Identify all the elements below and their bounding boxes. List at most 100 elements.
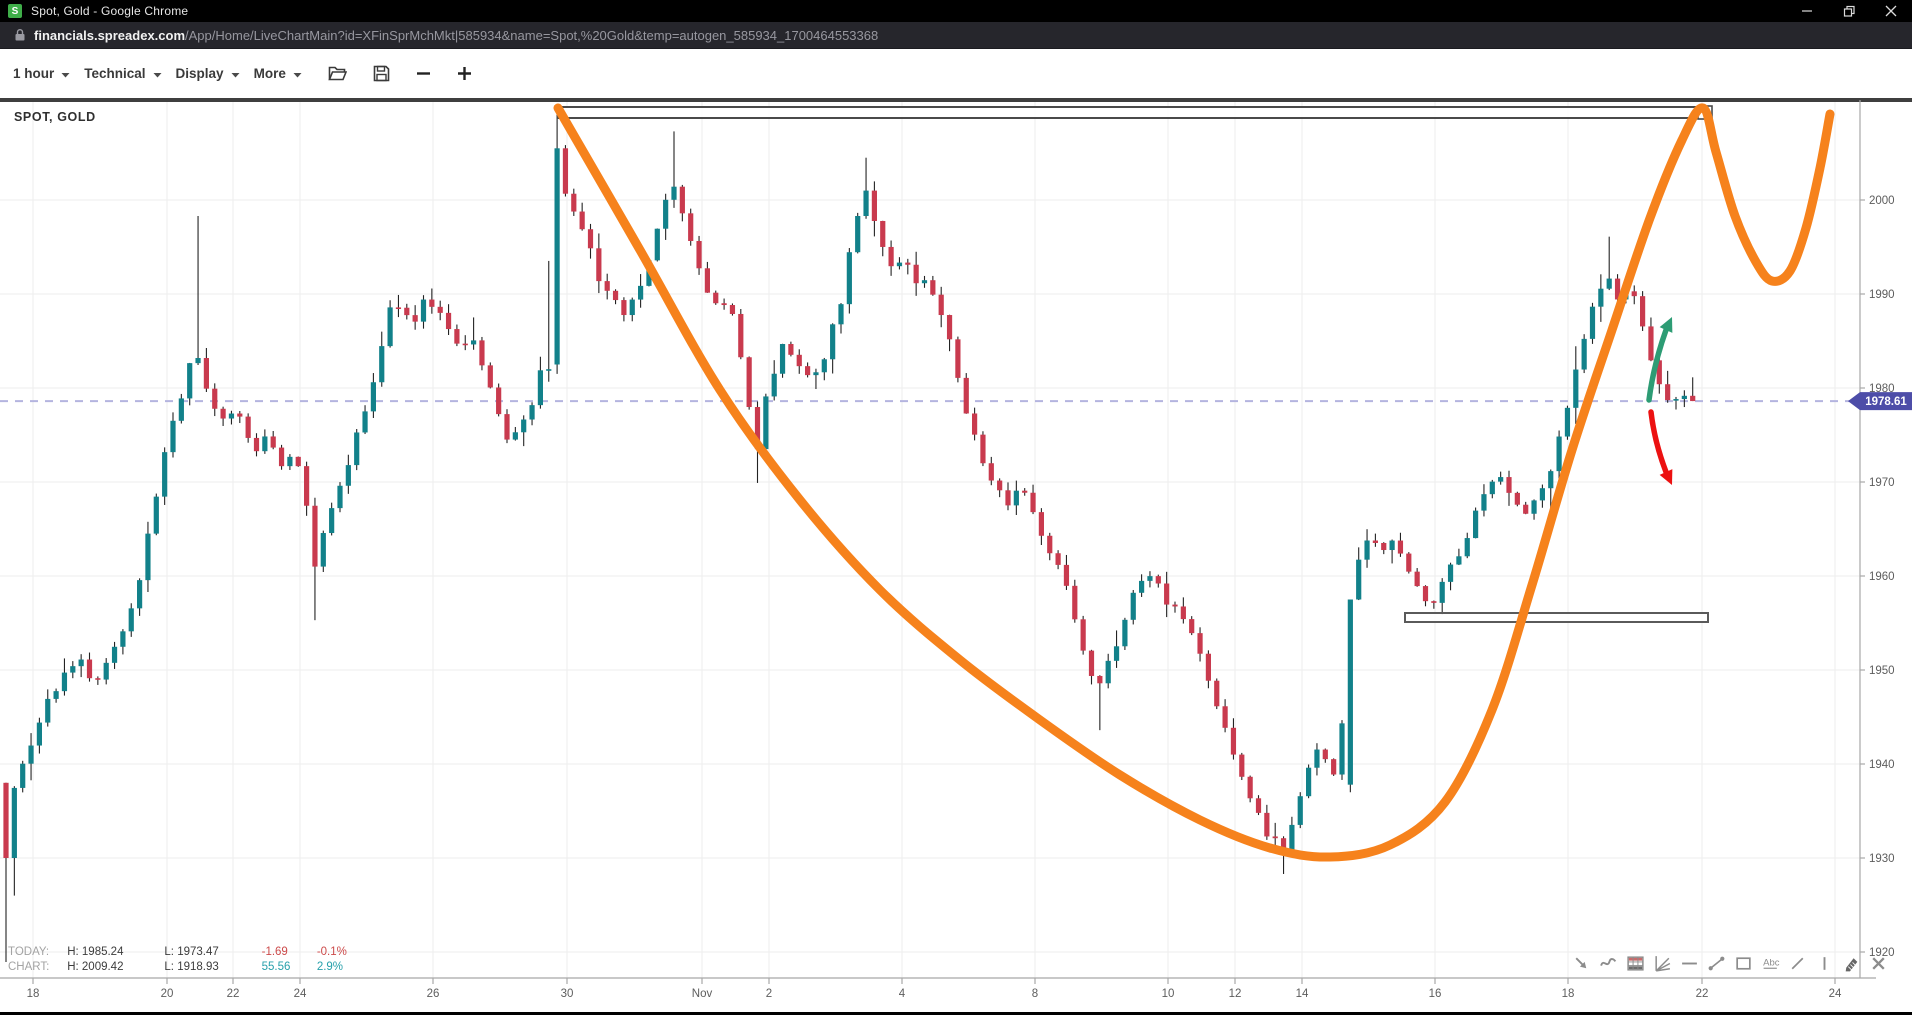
axes-layer: 2000 1990 1980 1970 1960 1950 1940 1930 1920 18 20… (0, 100, 1912, 1000)
x-axis-label: 18 (27, 988, 40, 1000)
url-path: /App/Home/LiveChartMain?id=XFinSprMchMkt… (185, 27, 879, 43)
today-stats-row: TODAY: H: 1985.24 L: 1973.47 -1.69 -0.1% (8, 945, 347, 960)
chart-stats-row: CHART: H: 2009.42 L: 1918.93 55.56 2.9% (8, 960, 347, 975)
display-dropdown[interactable]: Display (176, 66, 240, 81)
tool-trend-line-icon[interactable] (1707, 954, 1726, 973)
y-axis-label: 2000 (1869, 195, 1895, 207)
y-axis-label: 1930 (1869, 853, 1895, 865)
chart-stats: TODAY: H: 1985.24 L: 1973.47 -1.69 -0.1%… (8, 945, 347, 975)
x-axis-label: 24 (294, 988, 307, 1000)
x-axis-label: Nov (692, 988, 713, 1000)
chart-change-pct: 2.9% (316, 961, 344, 973)
close-button[interactable] (1870, 0, 1912, 22)
tool-horizontal-line-icon[interactable] (1680, 954, 1699, 973)
price-tag-layer: 1978.61 (1848, 392, 1912, 411)
y-axis-label: 1920 (1869, 947, 1895, 959)
x-axis-label: 24 (1829, 988, 1842, 1000)
y-axis-label: 1940 (1869, 759, 1895, 771)
timeframe-label: 1 hour (13, 66, 55, 81)
tool-arrow-icon[interactable] (1572, 954, 1591, 973)
display-label: Display (175, 66, 224, 81)
save-chart-button[interactable] (373, 65, 390, 82)
today-change-pct: -0.1% (316, 946, 347, 958)
zoom-out-button[interactable] (416, 66, 431, 81)
minimize-icon (1802, 10, 1812, 12)
open-folder-icon (328, 66, 347, 81)
restore-button[interactable] (1828, 0, 1870, 22)
open-chart-button[interactable] (328, 65, 347, 82)
lock-icon (15, 29, 25, 41)
current-price-tag-text: 1978.61 (1865, 396, 1907, 408)
up-arrow-drawing[interactable] (1646, 317, 1673, 403)
window-title: Spot, Gold - Google Chrome (31, 4, 189, 18)
spreadex-logo-icon: S (8, 4, 22, 18)
x-axis-label: 10 (1162, 988, 1175, 1000)
browser-titlebar: S Spot, Gold - Google Chrome (0, 0, 1912, 22)
tool-rectangle-icon[interactable] (1734, 954, 1753, 973)
chart-symbol-label: SPOT, GOLD (14, 110, 96, 124)
x-axis-label: 30 (561, 988, 574, 1000)
today-label: TODAY: (8, 946, 50, 958)
plus-icon (457, 67, 471, 80)
save-icon (373, 65, 390, 82)
today-high: H: 1985.24 (67, 946, 124, 958)
y-axis-label: 1950 (1869, 665, 1895, 677)
y-axis-label: 1960 (1869, 571, 1895, 583)
grid-layer (0, 100, 1860, 978)
support-line[interactable] (1404, 612, 1709, 623)
tool-fan-lines-icon[interactable] (1653, 954, 1672, 973)
timeframe-dropdown[interactable]: 1 hour (13, 66, 70, 81)
chart-high: H: 2009.42 (67, 961, 124, 973)
down-arrow-drawing[interactable] (1648, 409, 1673, 485)
tool-freehand-icon[interactable] (1599, 954, 1618, 973)
drawings-layer (553, 103, 1835, 862)
tool-diagonal-line-icon[interactable] (1788, 954, 1807, 973)
x-axis-label: 16 (1429, 988, 1442, 1000)
y-axis-label: 1990 (1869, 289, 1895, 301)
x-axis-label: 22 (1696, 988, 1709, 1000)
tool-marker-icon[interactable] (1842, 954, 1861, 973)
tool-fib-grid-icon[interactable] (1626, 954, 1645, 973)
chart-canvas[interactable]: 2000 1990 1980 1970 1960 1950 1940 1930 1920 18 20… (0, 100, 1912, 1010)
close-icon (1885, 5, 1897, 17)
x-axis-label: 26 (427, 988, 440, 1000)
x-axis-label: 20 (161, 988, 174, 1000)
chart-label: CHART: (8, 961, 50, 973)
url-bar[interactable]: financials.spreadex.com/App/Home/LiveCha… (0, 22, 1912, 49)
x-axis-label: 14 (1296, 988, 1309, 1000)
technical-dropdown[interactable]: Technical (84, 66, 162, 81)
chevron-down-icon (231, 72, 240, 77)
chevron-down-icon (293, 72, 302, 77)
zoom-in-button[interactable] (457, 66, 472, 81)
chart-toolbar: 1 hour Technical Display More (0, 49, 1912, 98)
x-axis-label: 8 (1032, 988, 1038, 1000)
more-label: More (253, 66, 286, 81)
x-axis-label: 12 (1229, 988, 1242, 1000)
chart-low: L: 1918.93 (164, 961, 219, 973)
y-axis-label: 1970 (1869, 477, 1895, 489)
url-text: financials.spreadex.com/App/Home/LiveCha… (34, 28, 878, 43)
technical-label: Technical (84, 66, 146, 81)
chart-area[interactable]: 2000 1990 1980 1970 1960 1950 1940 1930 1920 18 20… (0, 98, 1912, 1012)
tool-text-icon[interactable]: Abc (1761, 954, 1780, 973)
cup-and-handle-drawing[interactable] (553, 103, 1835, 862)
today-low: L: 1973.47 (164, 946, 219, 958)
tool-close-icon[interactable] (1869, 954, 1888, 973)
chevron-down-icon (61, 72, 70, 77)
restore-icon (1843, 5, 1855, 17)
more-dropdown[interactable]: More (254, 66, 302, 81)
x-axis-label: 4 (899, 988, 906, 1000)
resistance-line[interactable] (557, 106, 1705, 119)
tool-vertical-line-icon[interactable] (1815, 954, 1834, 973)
current-price-tag (1848, 392, 1912, 411)
url-domain: financials.spreadex.com (34, 27, 186, 43)
window-controls (1786, 0, 1912, 22)
minus-icon (416, 72, 430, 75)
chart-change: 55.56 (261, 961, 291, 973)
x-axis-label: 22 (227, 988, 240, 1000)
minimize-button[interactable] (1786, 0, 1828, 22)
x-axis-label: 18 (1562, 988, 1575, 1000)
candles-layer (3, 111, 1696, 963)
svg-text:Abc: Abc (1763, 958, 1780, 969)
y-axis-label: 1980 (1869, 383, 1895, 395)
